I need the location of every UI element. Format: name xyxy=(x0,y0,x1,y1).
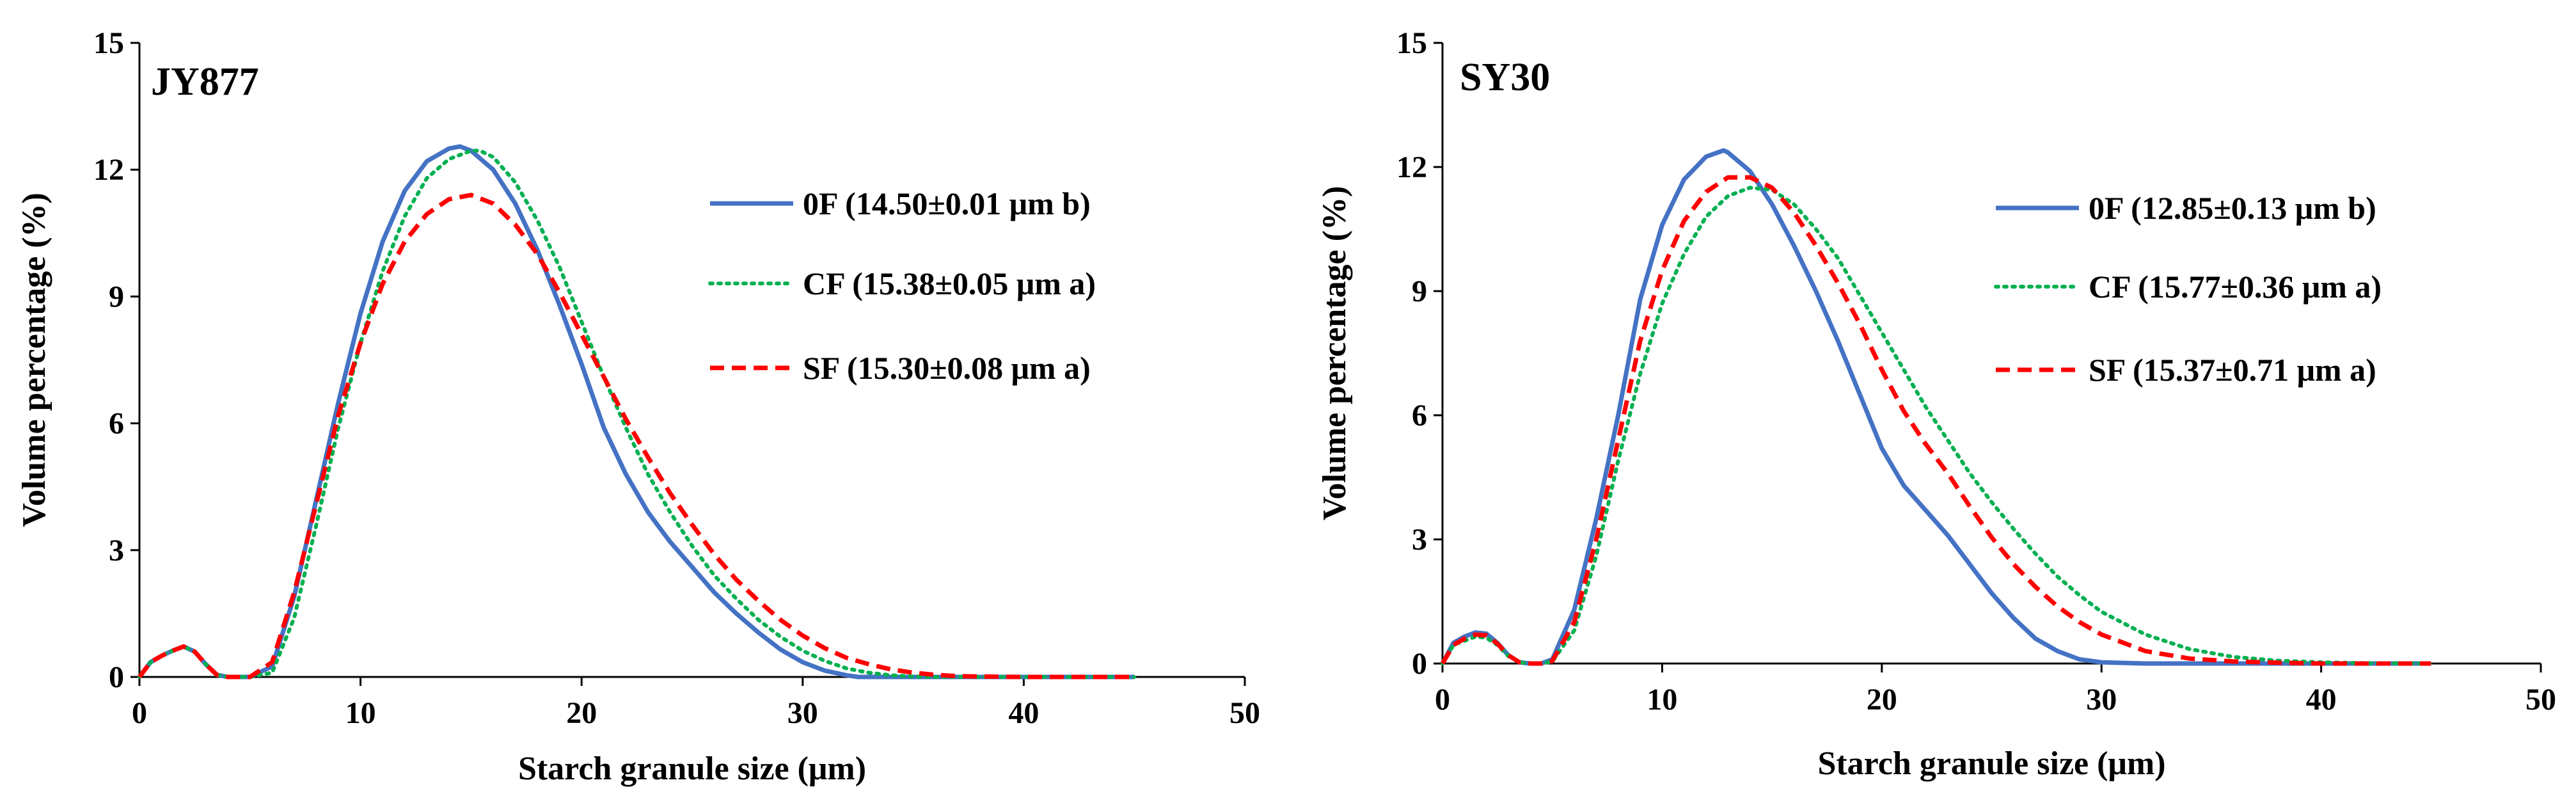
y-tick-label: 12 xyxy=(1396,150,1427,184)
x-tick-label: 10 xyxy=(1647,683,1677,717)
series-line-0f xyxy=(1440,148,2431,666)
legend-label-sf: SF (15.37±0.71 μm a) xyxy=(2089,352,2376,388)
x-tick-label: 0 xyxy=(1435,683,1450,717)
x-tick-label: 20 xyxy=(1867,683,1897,717)
y-tick-label: 3 xyxy=(109,534,124,568)
x-tick-label: 30 xyxy=(2086,683,2117,717)
x-tick-label: 30 xyxy=(787,696,818,730)
y-tick-label: 0 xyxy=(1412,647,1427,681)
series-line-0f xyxy=(138,144,1135,680)
y-tick-label: 15 xyxy=(1396,26,1427,60)
y-tick-label: 6 xyxy=(1412,399,1427,433)
x-tick-label: 50 xyxy=(2525,683,2556,717)
x-tick-label: 40 xyxy=(1008,696,1039,730)
legend-label-cf: CF (15.38±0.05 μm a) xyxy=(803,266,1096,301)
panel-title: SY30 xyxy=(1460,56,1550,99)
legend-label-0f: 0F (14.50±0.01 μm b) xyxy=(803,186,1091,221)
x-axis-title: Starch granule size (μm) xyxy=(1817,745,2165,782)
y-tick-label: 3 xyxy=(1412,523,1427,557)
series-line-cf xyxy=(138,148,1137,679)
legend-label-0f: 0F (12.85±0.13 μm b) xyxy=(2089,190,2376,226)
series-line-sf xyxy=(138,193,1135,680)
panel-title: JY877 xyxy=(151,60,259,104)
y-tick-label: 9 xyxy=(109,280,124,314)
legend-label-cf: CF (15.77±0.36 μm a) xyxy=(2089,269,2382,305)
chart-panel-sy30: 0 3 6 9 12 15 0 10 20 30 40 50 Starch granule size (… xyxy=(1316,26,2556,782)
chart-panel-jy877: 0 3 6 9 12 15 0 10 20 30 40 50 Starch granule size (… xyxy=(16,26,1260,787)
y-axis-title: Volume percentage (%) xyxy=(16,193,52,527)
x-tick-label: 20 xyxy=(566,696,597,730)
y-tick-label: 12 xyxy=(93,153,124,187)
x-tick-label: 10 xyxy=(345,696,376,730)
y-tick-label: 15 xyxy=(93,26,124,60)
x-tick-label: 50 xyxy=(1229,696,1260,730)
y-axis-title: Volume percentage (%) xyxy=(1316,186,1353,521)
legend-label-sf: SF (15.30±0.08 μm a) xyxy=(803,350,1091,386)
series-line-sf xyxy=(1440,175,2431,666)
x-tick-label: 0 xyxy=(132,696,147,730)
y-tick-label: 6 xyxy=(109,407,124,441)
series-line-cf xyxy=(1441,186,2433,665)
y-tick-label: 0 xyxy=(109,660,124,694)
x-tick-label: 40 xyxy=(2306,683,2337,717)
y-tick-label: 9 xyxy=(1412,274,1427,308)
x-axis-title: Starch granule size (μm) xyxy=(518,751,866,787)
